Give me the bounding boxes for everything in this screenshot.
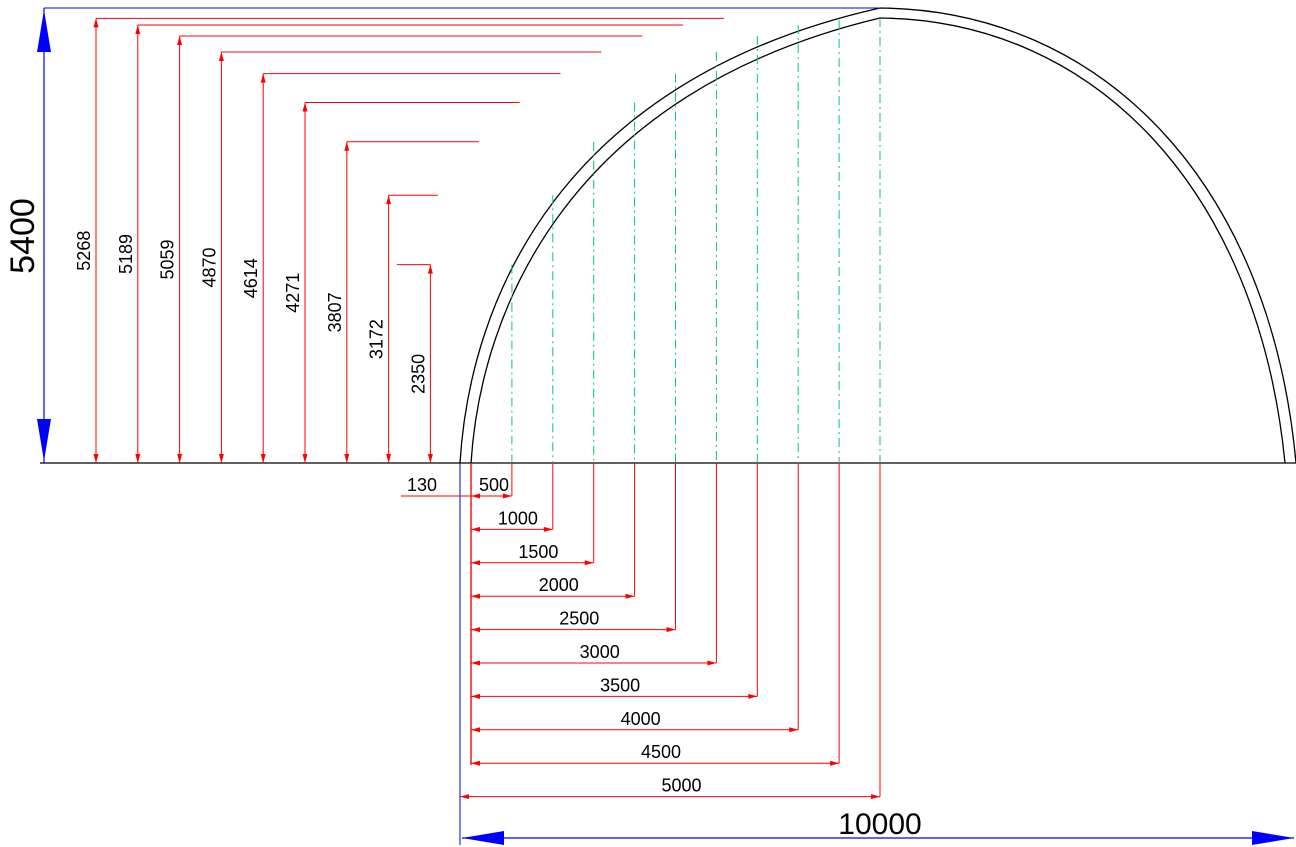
arrowhead-down-icon	[302, 454, 308, 463]
arrowhead-right-icon	[543, 526, 553, 532]
arch-outer-curve	[459, 7, 1296, 464]
arrowhead-right-icon	[871, 794, 880, 800]
arrowhead-up-icon	[135, 25, 141, 35]
arrowhead-right-icon	[625, 593, 635, 599]
overall-height-dimension: 5400	[4, 7, 880, 463]
arrowhead-right-icon	[666, 627, 676, 633]
overall-height-label: 5400	[4, 198, 42, 274]
arrowhead-left-icon	[471, 627, 480, 633]
arrowhead-left-icon	[460, 794, 469, 800]
arrowhead-up-icon	[93, 18, 99, 28]
arrowhead-left-icon	[471, 526, 480, 532]
arrowhead-up-icon	[260, 73, 266, 83]
arrowhead-up-icon	[427, 264, 433, 274]
arrow-left-icon	[462, 831, 504, 845]
offset-label: 130	[407, 475, 437, 495]
arrowhead-down-icon	[93, 454, 99, 463]
arrowhead-up-icon	[177, 36, 183, 46]
height-label: 3172	[367, 319, 387, 359]
arrowhead-left-icon	[471, 493, 480, 499]
height-label: 4271	[283, 273, 303, 313]
station-label: 1000	[498, 508, 538, 528]
height-label: 5268	[74, 231, 94, 271]
arrowhead-down-icon	[218, 454, 224, 463]
offset-dimension: 130	[401, 463, 472, 765]
station-label: 3000	[580, 642, 620, 662]
arrow-right-icon	[1252, 831, 1294, 845]
arrowhead-down-icon	[177, 454, 183, 463]
station-label: 2000	[539, 575, 579, 595]
arrowhead-right-icon	[748, 693, 758, 699]
arrowhead-right-icon	[707, 660, 717, 666]
arrowhead-down-icon	[344, 454, 350, 463]
arch-inner-curve	[470, 17, 1286, 464]
height-label: 4870	[199, 247, 219, 287]
height-label: 3807	[325, 292, 345, 332]
arrowhead-left-icon	[471, 660, 480, 666]
height-label: 5059	[158, 239, 178, 279]
station-label: 4000	[621, 709, 661, 729]
arrowhead-down-icon	[135, 454, 141, 463]
arrowhead-right-icon	[789, 727, 799, 733]
arrowhead-down-icon	[386, 454, 392, 463]
arrowhead-left-icon	[471, 593, 480, 599]
station-dimensions: 500 1000 1500 2000 2500 3000 3500 4000 4500 5000	[460, 463, 881, 800]
arrow-up-icon	[37, 10, 51, 52]
arrowhead-up-icon	[344, 141, 350, 151]
station-label: 2500	[559, 609, 599, 629]
station-label: 4500	[641, 742, 681, 762]
arrowhead-left-icon	[471, 727, 480, 733]
arrowhead-down-icon	[260, 454, 266, 463]
arrowhead-right-icon	[584, 560, 594, 566]
arrowhead-up-icon	[302, 102, 308, 112]
station-label: 1500	[518, 542, 558, 562]
arrowhead-up-icon	[218, 51, 224, 61]
station-guide-lines	[511, 18, 881, 463]
arrowhead-right-icon	[502, 493, 512, 499]
overall-width-dimension: 10000	[459, 463, 1294, 845]
station-label: 5000	[661, 776, 701, 796]
arrowhead-left-icon	[471, 760, 480, 766]
station-label: 3500	[600, 675, 640, 695]
height-label: 2350	[408, 354, 428, 394]
arrowhead-down-icon	[427, 454, 433, 463]
height-dimensions: 5268 5189 5059 4870 4614 4271 3807 3172 2350	[74, 17, 725, 463]
arrowhead-left-icon	[471, 693, 480, 699]
arrowhead-right-icon	[830, 760, 840, 766]
station-label: 500	[479, 475, 509, 495]
height-label: 5189	[116, 234, 136, 274]
height-label: 4614	[241, 258, 261, 298]
arrow-down-icon	[37, 419, 51, 461]
arrowhead-up-icon	[386, 195, 392, 205]
overall-width-label: 10000	[838, 808, 921, 841]
arrowhead-left-icon	[471, 560, 480, 566]
